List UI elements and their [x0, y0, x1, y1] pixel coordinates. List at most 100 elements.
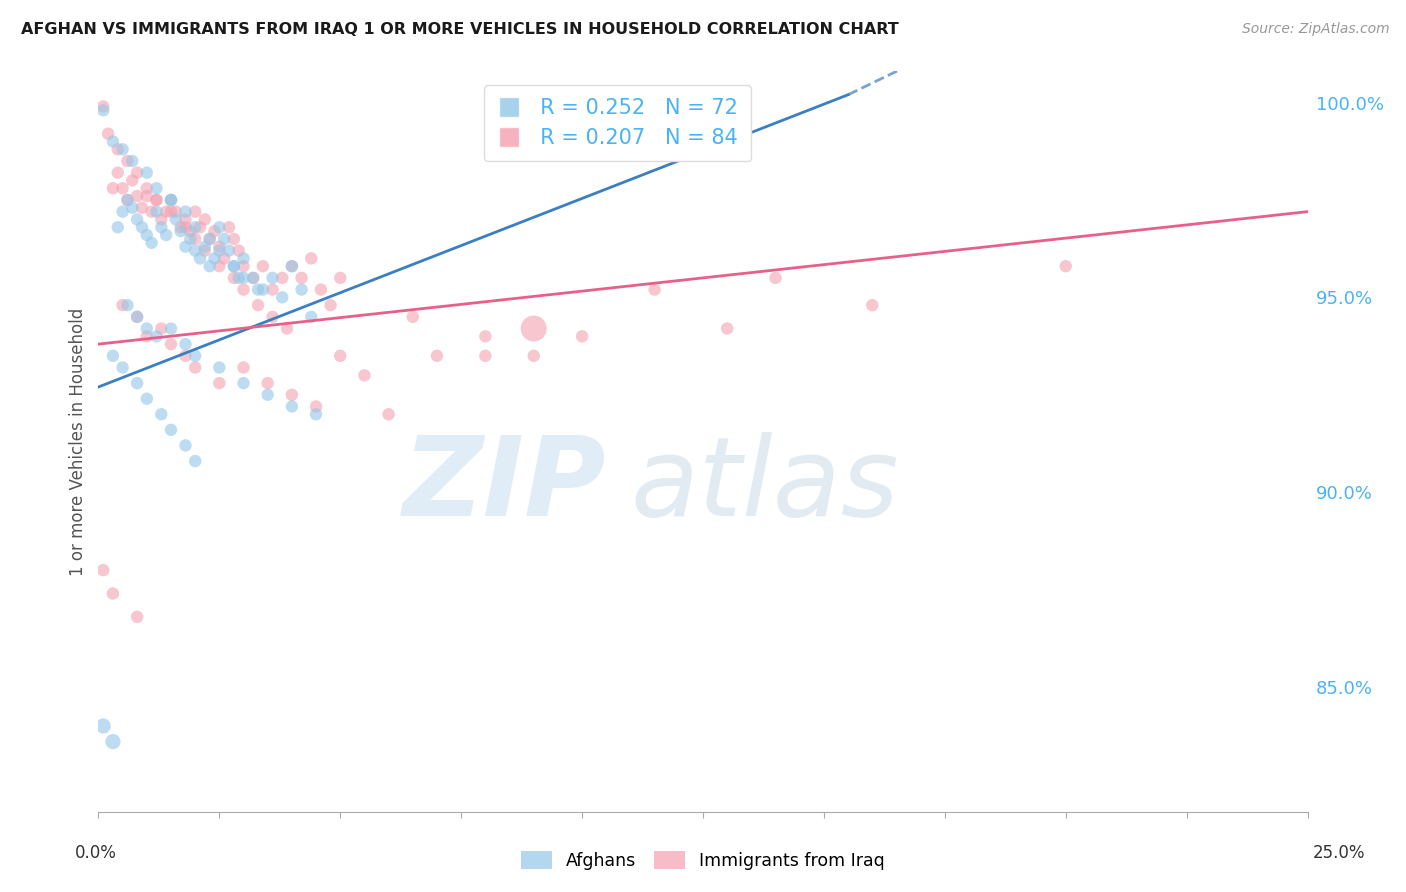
Point	[232, 360, 254, 375]
Point	[127, 310, 149, 324]
Point	[184, 204, 207, 219]
Point	[107, 220, 129, 235]
Point	[262, 310, 284, 324]
Point	[131, 220, 153, 235]
Point	[107, 142, 129, 156]
Point	[135, 392, 157, 406]
Point	[281, 259, 304, 273]
Point	[271, 271, 294, 285]
Point	[644, 283, 666, 297]
Point	[247, 283, 270, 297]
Point	[174, 212, 197, 227]
Point	[242, 271, 264, 285]
Point	[232, 271, 254, 285]
Point	[145, 204, 167, 219]
Point	[198, 232, 221, 246]
Point	[111, 204, 134, 219]
Point	[188, 220, 211, 235]
Point	[145, 193, 167, 207]
Point	[184, 454, 207, 468]
Point	[117, 298, 139, 312]
Text: AFGHAN VS IMMIGRANTS FROM IRAQ 1 OR MORE VEHICLES IN HOUSEHOLD CORRELATION CHART: AFGHAN VS IMMIGRANTS FROM IRAQ 1 OR MORE…	[21, 22, 898, 37]
Point	[145, 329, 167, 343]
Point	[276, 321, 298, 335]
Point	[198, 259, 221, 273]
Point	[208, 360, 231, 375]
Point	[860, 298, 883, 312]
Point	[474, 329, 496, 343]
Text: 0.0%: 0.0%	[75, 844, 117, 862]
Point	[523, 321, 546, 335]
Point	[222, 271, 245, 285]
Point	[208, 259, 231, 273]
Point	[232, 259, 254, 273]
Point	[329, 271, 352, 285]
Point	[111, 181, 134, 195]
Point	[141, 235, 163, 250]
Point	[179, 232, 201, 246]
Point	[252, 283, 274, 297]
Point	[174, 349, 197, 363]
Point	[204, 252, 226, 266]
Point	[101, 349, 124, 363]
Point	[765, 271, 787, 285]
Point	[127, 610, 149, 624]
Point	[305, 400, 328, 414]
Point	[101, 734, 124, 748]
Point	[1054, 259, 1077, 273]
Point	[204, 224, 226, 238]
Point	[309, 283, 332, 297]
Point	[232, 283, 254, 297]
Point	[160, 321, 183, 335]
Point	[179, 224, 201, 238]
Point	[716, 321, 738, 335]
Point	[174, 220, 197, 235]
Point	[271, 290, 294, 304]
Point	[91, 719, 114, 733]
Point	[135, 181, 157, 195]
Point	[150, 220, 173, 235]
Point	[97, 127, 120, 141]
Point	[290, 271, 312, 285]
Point	[222, 232, 245, 246]
Point	[165, 204, 187, 219]
Point	[150, 407, 173, 421]
Point	[127, 212, 149, 227]
Point	[127, 376, 149, 390]
Point	[174, 438, 197, 452]
Point	[194, 212, 217, 227]
Point	[160, 337, 183, 351]
Point	[232, 376, 254, 390]
Point	[426, 349, 449, 363]
Point	[212, 252, 235, 266]
Point	[184, 360, 207, 375]
Point	[174, 337, 197, 351]
Point	[169, 224, 191, 238]
Point	[91, 99, 114, 113]
Point	[155, 227, 177, 242]
Point	[145, 193, 167, 207]
Point	[252, 259, 274, 273]
Point	[353, 368, 375, 383]
Point	[91, 563, 114, 577]
Point	[208, 240, 231, 254]
Point	[131, 201, 153, 215]
Point	[208, 244, 231, 258]
Point	[299, 310, 322, 324]
Point	[165, 212, 187, 227]
Y-axis label: 1 or more Vehicles in Household: 1 or more Vehicles in Household	[69, 308, 87, 575]
Point	[198, 232, 221, 246]
Point	[91, 103, 114, 118]
Point	[222, 259, 245, 273]
Point	[222, 259, 245, 273]
Point	[262, 283, 284, 297]
Point	[135, 227, 157, 242]
Point	[135, 329, 157, 343]
Point	[111, 360, 134, 375]
Point	[262, 271, 284, 285]
Text: atlas: atlas	[630, 433, 898, 540]
Point	[150, 212, 173, 227]
Point	[256, 376, 278, 390]
Point	[135, 189, 157, 203]
Point	[281, 400, 304, 414]
